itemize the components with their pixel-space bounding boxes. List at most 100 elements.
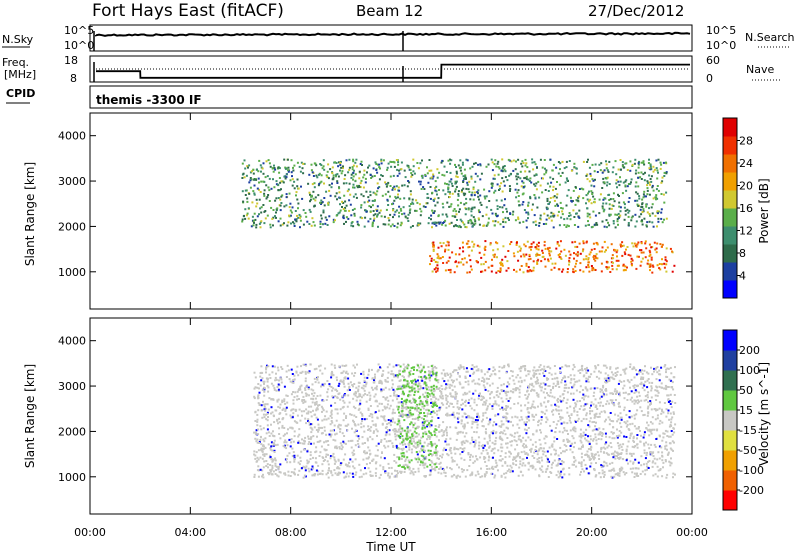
data-cell	[616, 220, 619, 223]
data-cell	[280, 366, 283, 369]
data-cell	[411, 385, 414, 388]
data-cell	[657, 217, 660, 220]
data-cell	[493, 255, 496, 258]
data-cell	[422, 186, 425, 189]
data-cell	[627, 183, 630, 185]
data-cell	[663, 387, 666, 390]
data-cell	[560, 409, 563, 412]
data-cell	[603, 471, 606, 474]
data-cell	[519, 268, 521, 271]
data-cell	[518, 204, 521, 207]
data-cell	[509, 390, 512, 393]
data-cell	[557, 462, 560, 465]
data-cell	[396, 174, 399, 177]
data-cell	[493, 174, 496, 177]
data-cell	[397, 407, 400, 410]
data-cell	[414, 382, 417, 385]
data-cell	[539, 217, 542, 220]
data-cell	[395, 185, 398, 188]
data-cell	[670, 457, 672, 460]
data-cell	[419, 180, 422, 183]
data-cell	[526, 407, 529, 409]
data-cell	[608, 183, 611, 185]
data-cell	[314, 199, 317, 202]
data-cell	[500, 182, 503, 185]
data-cell	[532, 260, 535, 263]
data-cell	[634, 172, 637, 175]
data-cell	[402, 438, 405, 441]
data-cell	[605, 249, 607, 252]
data-cell	[374, 213, 377, 216]
data-cell	[573, 162, 576, 165]
data-cell	[291, 373, 294, 375]
data-cell	[618, 457, 621, 460]
data-cell	[396, 456, 399, 459]
data-cell	[381, 373, 384, 376]
data-cell	[522, 271, 525, 274]
data-cell	[547, 458, 549, 461]
data-cell	[549, 197, 552, 199]
data-cell	[249, 186, 252, 189]
data-cell	[565, 204, 568, 207]
data-cell	[644, 256, 647, 259]
data-cell	[332, 438, 335, 441]
data-cell	[627, 211, 630, 214]
data-cell	[458, 406, 461, 409]
data-cell	[637, 427, 640, 430]
data-cell	[582, 160, 585, 163]
data-cell	[345, 415, 348, 418]
data-cell	[537, 180, 540, 183]
data-cell	[338, 187, 341, 190]
data-cell	[585, 258, 588, 261]
data-cell	[602, 446, 605, 449]
data-cell	[386, 380, 389, 383]
data-cell	[605, 418, 607, 421]
data-cell	[399, 207, 402, 210]
data-cell	[309, 411, 312, 414]
data-cell	[505, 394, 508, 397]
data-cell	[464, 381, 467, 383]
data-cell	[573, 252, 575, 255]
data-cell	[607, 194, 610, 196]
data-cell	[272, 430, 274, 433]
data-cell	[622, 471, 625, 474]
data-cell	[566, 268, 569, 270]
data-cell	[594, 256, 597, 259]
data-cell	[350, 173, 353, 176]
data-cell	[514, 456, 517, 459]
data-cell	[594, 214, 597, 217]
data-cell	[456, 412, 459, 415]
data-cell	[536, 252, 539, 255]
data-cell	[641, 211, 644, 213]
data-cell	[388, 467, 391, 469]
data-cell	[523, 379, 526, 382]
data-cell	[395, 159, 398, 161]
data-cell	[573, 460, 576, 463]
data-cell	[310, 388, 313, 391]
data-cell	[651, 422, 654, 425]
data-cell	[303, 410, 306, 413]
data-cell	[658, 267, 661, 270]
data-cell	[505, 405, 508, 407]
data-cell	[412, 170, 415, 173]
data-cell	[557, 459, 560, 462]
data-cell	[362, 176, 365, 179]
data-cell	[384, 181, 387, 184]
data-cell	[432, 245, 435, 248]
data-cell	[552, 196, 555, 199]
data-cell	[567, 376, 570, 379]
data-cell	[637, 399, 640, 402]
data-cell	[514, 188, 517, 191]
data-cell	[510, 420, 512, 423]
data-cell	[477, 163, 479, 166]
data-cell	[270, 412, 272, 415]
data-cell	[392, 160, 395, 163]
data-cell	[402, 386, 404, 389]
data-cell	[404, 176, 407, 179]
data-cell	[454, 163, 456, 166]
data-cell	[572, 392, 575, 395]
data-cell	[598, 163, 601, 166]
data-cell	[359, 393, 362, 396]
data-cell	[625, 459, 628, 462]
data-cell	[438, 406, 441, 409]
